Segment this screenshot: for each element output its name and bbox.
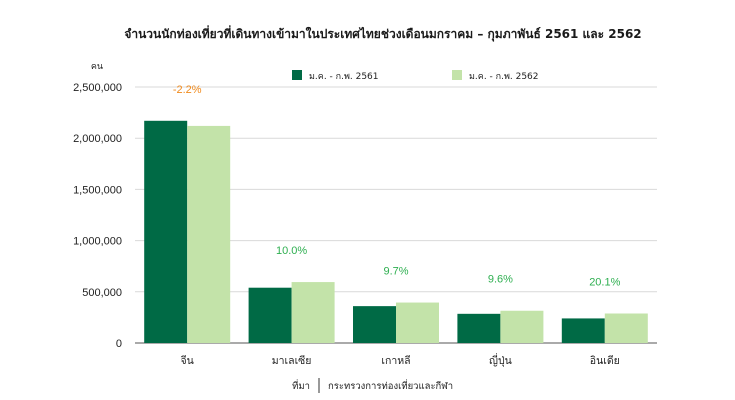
y-tick-label: 1,500,000	[73, 184, 122, 196]
y-axis-ticks: 0 500,000 1,000,000 1,500,000 2,000,000 2,500…	[73, 82, 122, 350]
percent-change-label: 20.1%	[589, 277, 620, 289]
bar-1-4	[457, 313, 501, 343]
y-tick-label: 500,000	[82, 287, 122, 299]
bar-1-5	[561, 318, 605, 343]
bar-2-5	[604, 313, 648, 343]
percent-change-label: 9.7%	[383, 266, 408, 278]
percent-change-label: 10.0%	[276, 245, 307, 257]
bar-1-1	[144, 120, 188, 344]
x-category-label: จีน	[181, 354, 194, 367]
source-text: กระทรวงการท่องเที่ยวและกีฬา	[328, 379, 453, 392]
bar-2-3	[396, 302, 439, 343]
percent-change-label: -2.2%	[173, 84, 202, 96]
percent-change-labels: -2.2% 10.0% 9.7% 9.6% 20.1%	[173, 84, 621, 289]
source-label: ที่มา	[292, 379, 310, 392]
percent-change-label: 9.6%	[488, 274, 513, 286]
legend-swatch-2	[452, 70, 462, 80]
x-category-label: อินเดีย	[590, 354, 620, 367]
chart-title: จำนวนนักท่องเที่ยวที่เดินทางเข้ามาในประเ…	[124, 25, 641, 42]
y-tick-label: 0	[116, 338, 122, 350]
x-category-label: มาเลเซีย	[272, 354, 312, 367]
y-axis-unit-label: คน	[91, 62, 103, 72]
x-axis-category-labels: จีน มาเลเซีย เกาหลี ญี่ปุ่น อินเดีย	[181, 353, 620, 367]
y-tick-label: 2,000,000	[73, 133, 122, 145]
x-category-label: ญี่ปุ่น	[489, 353, 512, 367]
bar-1-3	[353, 306, 396, 343]
bars	[144, 120, 648, 344]
x-category-label: เกาหลี	[381, 354, 410, 367]
legend-label-1: ม.ค. - ก.พ. 2561	[309, 72, 379, 82]
legend: ม.ค. - ก.พ. 2561 ม.ค. - ก.พ. 2562	[292, 70, 539, 82]
legend-label-2: ม.ค. - ก.พ. 2562	[469, 72, 539, 82]
source-note: ที่มา กระทรวงการท่องเที่ยวและกีฬา	[292, 378, 453, 393]
legend-swatch-1	[292, 70, 302, 80]
bar-2-2	[291, 282, 335, 343]
bar-2-4	[500, 310, 544, 343]
y-tick-label: 1,000,000	[73, 236, 122, 248]
bar-2-1	[187, 125, 231, 343]
bar-1-2	[248, 287, 292, 343]
y-tick-label: 2,500,000	[73, 82, 122, 94]
